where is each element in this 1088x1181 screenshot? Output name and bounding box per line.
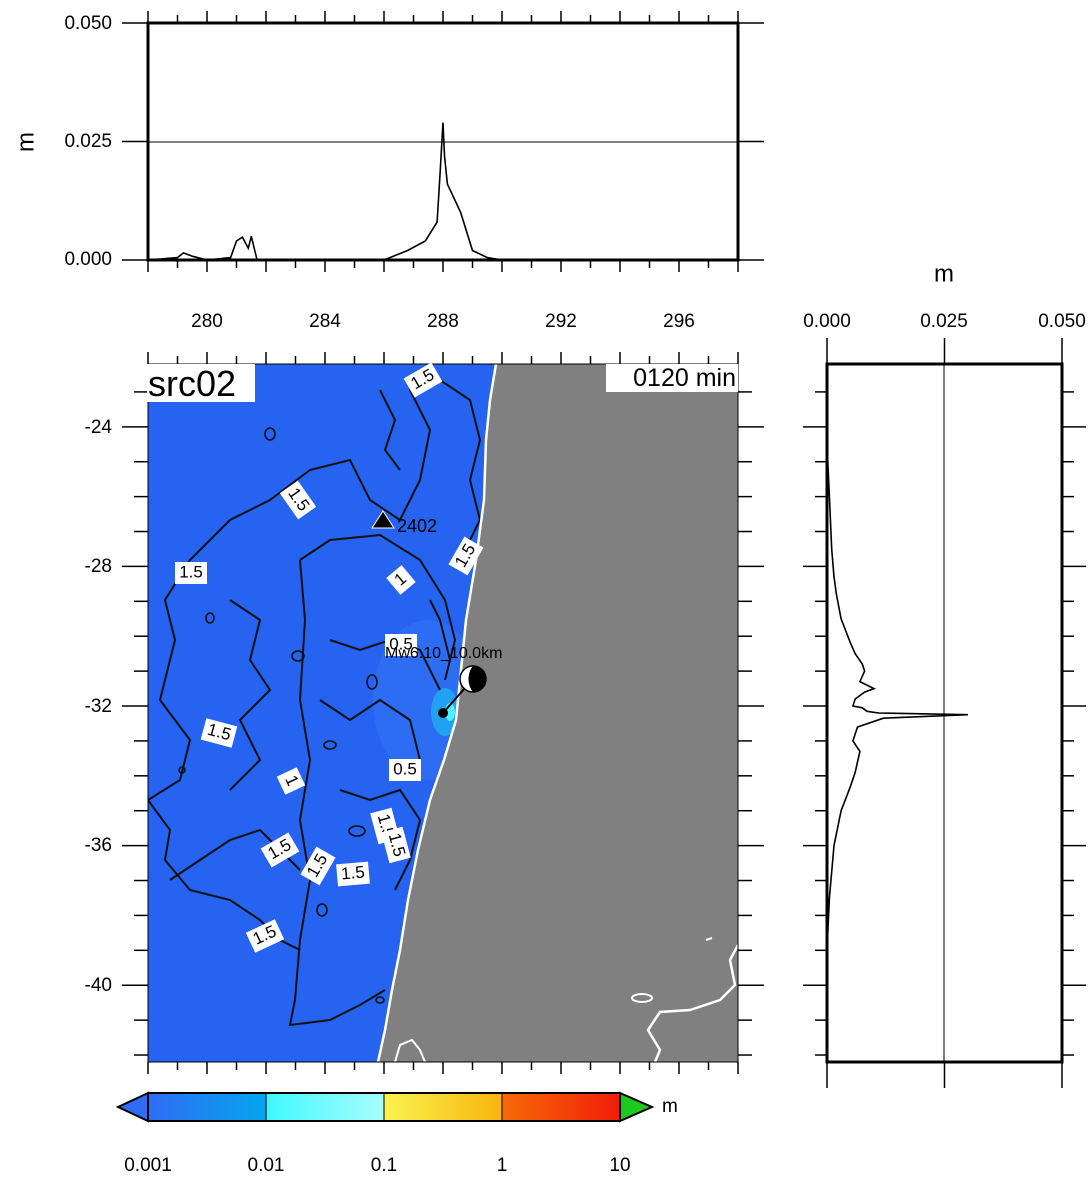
- coastline: [376, 364, 498, 1062]
- land-area: [378, 364, 738, 1062]
- contour-label: 1.5: [381, 826, 411, 864]
- colorbar-segment: [502, 1093, 620, 1121]
- colorbar-over-arrow: [619, 1091, 655, 1123]
- top-chart-xtick-label: 280: [191, 311, 223, 332]
- epicenter-dot-icon: [438, 708, 448, 718]
- map-panel: 1.5 1.5 1.5 1.5 1 0.5 1.5 1: [85, 352, 764, 1074]
- focal-mechanism-beachball-icon: [459, 665, 487, 693]
- colorbar-segment: [384, 1093, 502, 1121]
- top-chart-xtick-label: 296: [663, 311, 695, 332]
- top-chart-ytick-label: 0.025: [64, 131, 112, 152]
- island-outline: [631, 993, 653, 1003]
- svg-text:1.5: 1.5: [340, 862, 365, 883]
- coastline-south: [646, 944, 738, 1062]
- colorbar-tick-label: 0.01: [248, 1155, 285, 1176]
- map-lat-tick-label: -24: [85, 417, 113, 438]
- contour-label: 1: [386, 565, 416, 595]
- colorbar-under-arrow: [115, 1091, 149, 1123]
- colorbar-tick-label: 10: [609, 1155, 630, 1176]
- contour-label: 0.5: [389, 759, 421, 781]
- contour-label: 1: [276, 767, 306, 795]
- earthquake-label: Mw6.10_10.0km: [385, 645, 502, 662]
- map-lat-tick-label: -28: [85, 556, 112, 577]
- contour-label: 0.5: [385, 634, 417, 656]
- contour-label: 1.5: [200, 718, 238, 748]
- station-label: 2402: [397, 516, 437, 536]
- right-chart-xtick-label: 0.025: [920, 311, 968, 332]
- colorbar-segment: [266, 1093, 384, 1121]
- colorbar-tick-label: 0.1: [371, 1155, 397, 1176]
- source-label: src02: [148, 363, 236, 404]
- map-lat-tick-label: -32: [85, 696, 112, 717]
- contour-fragments: [178, 427, 385, 1004]
- right-chart-series-line: [827, 444, 969, 951]
- contour-label: 1.5: [175, 562, 207, 584]
- colorbar-segment: [148, 1093, 266, 1121]
- time-label: 0120 min: [633, 364, 736, 392]
- colorbar-tick-label: 0.001: [124, 1155, 172, 1176]
- colorbar-tick-label: 1: [497, 1155, 508, 1176]
- map-lat-tick-label: -40: [85, 975, 112, 996]
- top-chart: m 0.050 0.025 0.000 280 284 288 292 296: [12, 11, 764, 332]
- source-label-box: [147, 364, 255, 402]
- top-chart-xtick-label: 292: [545, 311, 577, 332]
- right-chart-xtick-label: 0.050: [1038, 311, 1086, 332]
- top-chart-xtick-label: 284: [309, 311, 341, 332]
- svg-text:1.5: 1.5: [179, 562, 203, 581]
- contour-lines: [148, 378, 482, 1027]
- top-chart-frame: [146, 21, 740, 262]
- right-chart-frame: [825, 362, 1064, 1064]
- colorbar-unit-label: m: [662, 1096, 678, 1117]
- svg-text:0.5: 0.5: [389, 634, 413, 653]
- map-lat-tick-label: -36: [85, 835, 112, 856]
- time-label-box: [606, 364, 738, 392]
- right-chart-unit-label: m: [934, 260, 954, 287]
- coastline-fragment: [705, 937, 713, 941]
- right-chart: m 0.000 0.025 0.050: [803, 260, 1086, 1088]
- top-chart-series-line: [148, 122, 738, 260]
- contour-label: 1.5: [336, 861, 370, 887]
- coastline-fragment: [394, 1038, 426, 1062]
- colorbar: m 0.001 0.01 0.1 1 10: [115, 1091, 678, 1176]
- station-marker-icon: [371, 510, 395, 529]
- svg-text:0.5: 0.5: [393, 759, 417, 778]
- right-chart-xtick-label: 0.000: [803, 311, 851, 332]
- top-chart-xtick-label: 288: [427, 311, 459, 332]
- top-chart-unit-label: m: [12, 132, 39, 152]
- top-chart-ytick-label: 0.000: [64, 249, 112, 270]
- top-chart-ytick-label: 0.050: [64, 13, 112, 34]
